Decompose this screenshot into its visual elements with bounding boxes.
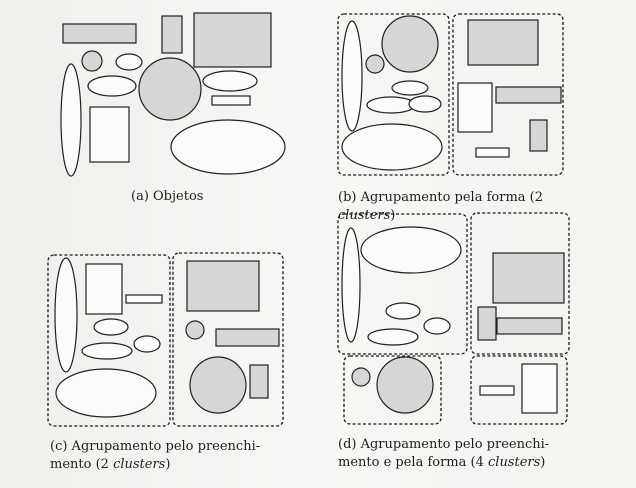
caption-c-line1: (c) Agrupamento pelo preenchi- [50,439,261,454]
cluster-ellipses-circles [337,13,450,176]
caption-c-line2: mento (2 [50,457,114,472]
gray-tall-rectangle [477,306,497,341]
medium-ellipse [87,75,137,97]
gray-tall-rectangle [249,364,269,399]
caption-a-text: (a) Objetos [131,189,204,204]
small-gray-circle [81,50,103,72]
caption-b-close: ) [390,208,396,223]
white-tall-rectangle [89,106,130,163]
white-tall-rectangle [457,82,493,133]
caption-c-close: ) [165,457,171,472]
large-gray-circle [138,57,202,121]
gray-large-rectangle [492,252,565,304]
caption-b-line1: (b) Agrupamento pela forma (2 [338,190,544,205]
large-gray-circle [189,356,247,414]
tall-ellipse [54,257,78,373]
caption-d-line2: mento e pela forma (4 [338,455,488,470]
figure-canvas [47,12,570,427]
panel-c-fill-clustering [47,252,284,427]
thin-rectangle [475,147,510,158]
large-ellipse [360,226,462,274]
tall-ellipse [60,63,82,177]
gray-large-rectangle [193,12,272,68]
cluster-white-ellipses [337,213,468,355]
caption-a: (a) Objetos [131,188,203,206]
caption-b: (b) Agrupamento pela forma (2 clusters) [338,189,543,225]
wide-ellipse [133,335,161,353]
white-tall-rectangle [521,363,558,414]
large-ellipse [170,119,286,175]
white-tall-rectangle [85,263,123,315]
gray-tall-rectangle [529,119,548,152]
cluster-white-objects [47,254,171,427]
panel-b-shape-clustering [337,13,564,176]
caption-c-italic: clusters [113,457,166,472]
large-ellipse [55,368,157,418]
thin-rectangle [479,385,515,396]
cluster-gray-objects [172,252,284,427]
small-gray-circle [351,367,371,387]
cluster-gray-circles [343,355,442,425]
caption-c: (c) Agrupamento pelo preenchi- mento (2 … [50,438,260,474]
wide-ellipse [408,95,442,113]
thin-rectangle [211,95,251,106]
small-ellipse [391,80,429,96]
large-gray-circle [376,356,434,414]
gray-wide-rectangle [215,328,280,347]
gray-tall-rectangle [161,15,183,54]
caption-d-close: ) [540,455,546,470]
cluster-white-rectangles [470,355,568,425]
caption-d: (d) Agrupamento pelo preenchi- mento e p… [338,436,549,472]
small-ellipse [385,302,421,320]
gray-large-rectangle [186,260,260,312]
large-gray-circle [381,15,439,73]
caption-d-line1: (d) Agrupamento pelo preenchi- [338,437,550,452]
gray-wide-rectangle [62,23,137,44]
gray-wide-rectangle [495,86,562,104]
caption-b-italic: clusters [338,208,391,223]
thin-rectangle [125,294,163,304]
wide-ellipse [423,317,451,335]
wide-ellipse [202,70,258,92]
panel-a-objects [60,12,286,177]
small-ellipse [115,53,143,71]
tall-ellipse [341,227,361,343]
cluster-rectangles [452,13,564,176]
small-gray-circle [185,320,205,340]
small-gray-circle [365,54,385,74]
medium-ellipse [367,328,419,346]
large-ellipse [341,123,443,171]
small-ellipse [93,318,129,336]
gray-large-rectangle [467,19,539,66]
tall-ellipse [341,20,363,132]
panel-d-fill-and-shape-clustering [337,212,570,425]
medium-ellipse [366,96,416,114]
medium-ellipse [81,342,133,360]
caption-d-italic: clusters [488,455,541,470]
gray-wide-rectangle [496,317,563,335]
cluster-gray-rectangles [470,212,570,355]
